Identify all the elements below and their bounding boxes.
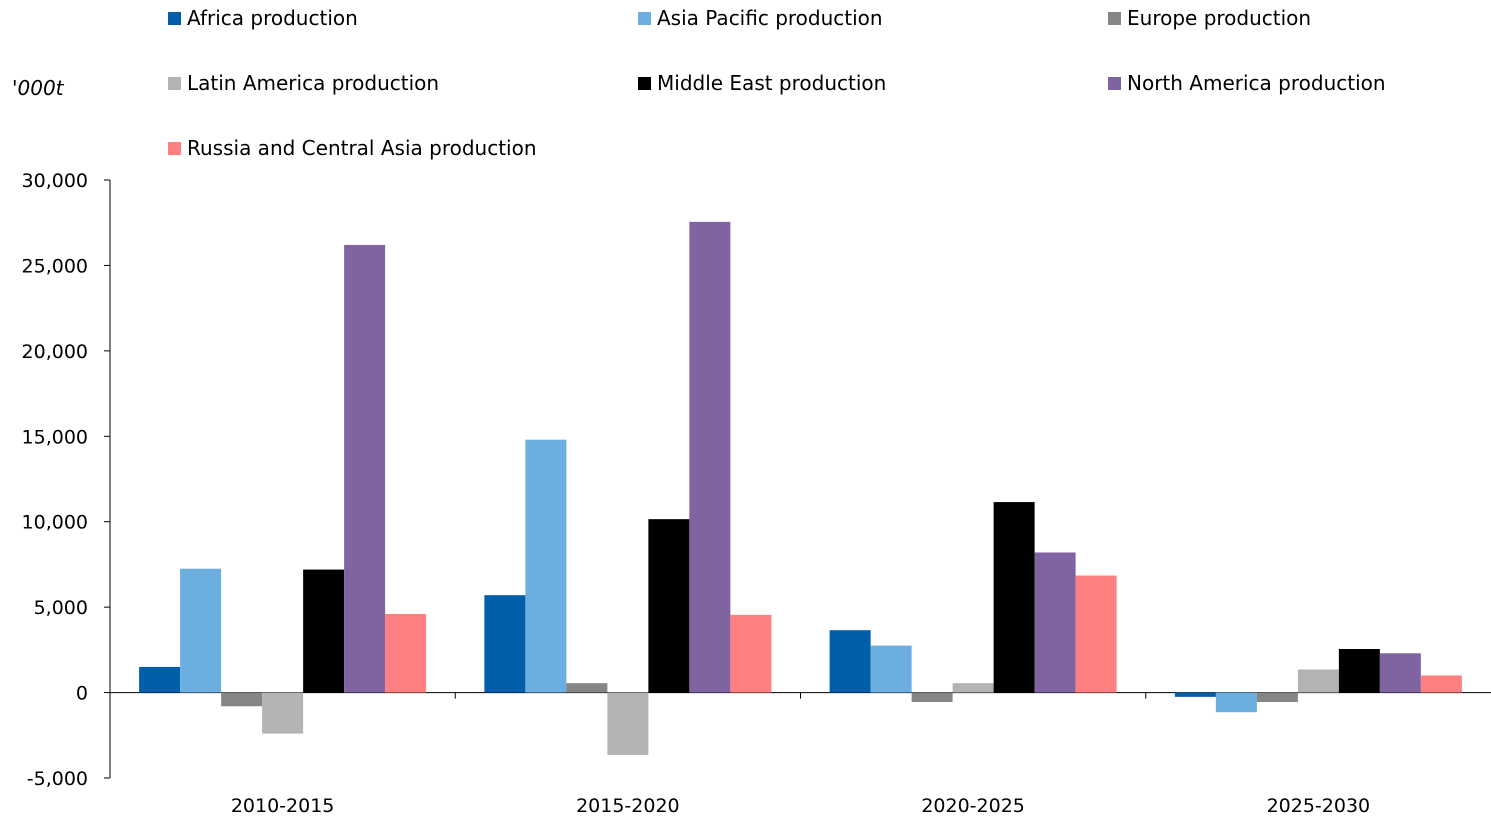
x-tick-label: 2020-2025 [921,795,1025,817]
bar [648,519,690,693]
bar [139,666,181,693]
bar [1297,669,1339,693]
bar [730,614,772,693]
y-axis-unit-label: '000t [12,76,64,100]
legend-swatch [638,11,651,25]
legend-swatch [168,76,181,90]
legend-label: Europe production [1127,6,1312,30]
bar [607,692,649,755]
legend-swatch [638,76,651,90]
y-tick-label: 25,000 [22,255,88,277]
bar [1215,692,1257,713]
bar [566,683,608,693]
bar [1075,575,1117,693]
legend-label: Latin America production [187,71,440,95]
legend-item: Russia and Central Asia production [168,136,537,160]
x-tick-label: 2010-2015 [231,795,335,817]
bar [993,502,1035,693]
legend-label: Russia and Central Asia production [187,136,537,160]
legend-label: Africa production [187,6,358,30]
legend-swatch [168,11,181,25]
bar [952,683,994,693]
bar [525,439,567,693]
y-tick-label: 15,000 [22,426,88,448]
legend-item: Europe production [1108,6,1311,30]
legend-swatch [168,141,181,155]
legend-swatch [1108,76,1121,90]
bar [689,221,731,693]
bar [829,630,871,693]
y-tick-label: 0 [76,683,88,705]
bar [911,692,953,702]
bar [1379,653,1421,693]
bar [180,568,222,693]
bar [262,692,304,734]
bar [870,645,912,693]
legend-label: Middle East production [657,71,887,95]
bar [303,569,345,693]
bar [344,244,386,693]
y-tick-label: 30,000 [22,170,88,192]
x-tick-label: 2025-2030 [1267,795,1371,817]
bar [1256,692,1298,702]
bar [1338,649,1380,693]
y-tick-label: -5,000 [27,768,88,790]
legend: Africa production Asia Pacific production… [0,0,1491,170]
legend-swatch [1108,11,1121,25]
legend-item: Middle East production [638,71,886,95]
y-tick-label: 20,000 [22,341,88,363]
x-tick-label: 2015-2020 [576,795,680,817]
y-tick-label: 10,000 [22,512,88,534]
bar [484,595,526,693]
bar [385,613,427,693]
legend-item: North America production [1108,71,1386,95]
bar [1174,692,1216,697]
legend-item: Asia Pacific production [638,6,883,30]
bar [221,692,263,707]
legend-label: Asia Pacific production [657,6,883,30]
legend-item: Africa production [168,6,358,30]
legend-label: North America production [1127,71,1386,95]
y-tick-label: 5,000 [34,597,88,619]
legend-item: Latin America production [168,71,439,95]
bar [1420,675,1462,693]
bar [1034,552,1076,693]
